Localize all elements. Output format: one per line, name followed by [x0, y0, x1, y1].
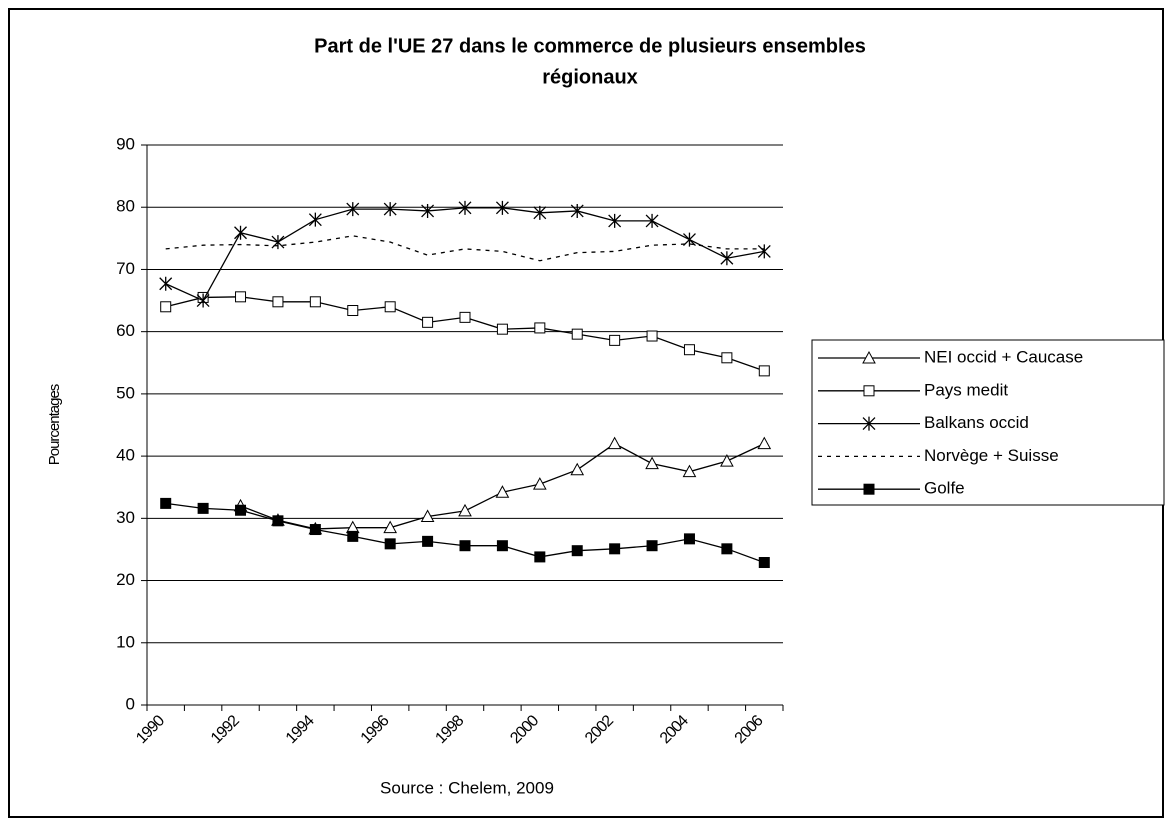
marker	[347, 530, 359, 542]
marker	[608, 213, 622, 228]
marker	[384, 538, 396, 550]
marker	[646, 540, 658, 552]
marker	[308, 212, 322, 227]
legend-label: Balkans occid	[924, 413, 1029, 432]
y-tick-label: 80	[116, 197, 135, 216]
marker	[383, 520, 398, 534]
marker	[420, 509, 435, 522]
marker	[721, 352, 733, 364]
marker	[235, 291, 247, 303]
marker	[272, 515, 284, 527]
marker	[720, 251, 734, 266]
marker	[532, 477, 547, 490]
legend-label: Norvège + Suisse	[924, 446, 1059, 465]
y-tick-label: 90	[116, 134, 135, 153]
marker	[758, 557, 770, 569]
marker	[422, 316, 434, 328]
y-tick-label: 10	[116, 632, 135, 651]
marker	[196, 293, 210, 308]
marker	[459, 540, 471, 552]
marker	[309, 296, 321, 308]
marker	[571, 328, 583, 340]
marker	[159, 276, 173, 291]
marker	[384, 301, 396, 313]
marker	[347, 305, 359, 317]
marker	[570, 462, 585, 476]
marker	[459, 311, 471, 323]
marker	[863, 385, 875, 397]
marker	[383, 202, 397, 217]
marker	[458, 503, 472, 517]
marker	[346, 202, 360, 217]
marker	[862, 350, 876, 364]
marker	[757, 244, 771, 259]
marker	[682, 464, 697, 478]
source: Source : Chelem, 2009	[380, 778, 554, 797]
marker	[160, 301, 172, 313]
marker	[683, 344, 695, 356]
marker	[496, 540, 508, 552]
marker	[609, 543, 621, 555]
marker	[862, 416, 876, 431]
marker	[720, 454, 734, 467]
marker	[607, 436, 622, 450]
marker	[683, 533, 695, 545]
y-tick-label: 20	[116, 570, 135, 589]
legend-label: NEI occid + Caucase	[924, 347, 1083, 366]
marker	[571, 545, 583, 557]
marker	[309, 524, 321, 536]
y-tick-label: 40	[116, 446, 135, 465]
chart-title: Part de l'UE 27 dans le commerce de plus…	[314, 35, 866, 57]
marker	[495, 485, 510, 498]
marker	[197, 502, 209, 514]
marker	[496, 323, 508, 335]
legend-label: Golfe	[924, 479, 965, 498]
marker	[533, 205, 547, 220]
marker	[721, 543, 733, 555]
marker	[234, 225, 247, 240]
marker	[683, 232, 696, 247]
series-line	[165, 235, 765, 262]
marker	[757, 436, 772, 450]
marker	[160, 497, 172, 509]
marker	[495, 200, 509, 215]
marker	[421, 203, 435, 218]
legend-label: Pays medit	[924, 380, 1008, 399]
y-tick-label: 70	[116, 259, 135, 278]
marker	[534, 551, 546, 563]
y-tick-label: 0	[126, 694, 135, 713]
chart-title: régionaux	[542, 66, 638, 88]
y-tick-label: 50	[116, 383, 135, 402]
marker	[570, 203, 584, 218]
y-axis-label: Pourcentages	[46, 384, 63, 465]
marker	[534, 322, 546, 334]
marker	[458, 200, 472, 215]
marker	[609, 334, 621, 346]
marker	[646, 330, 658, 342]
marker	[272, 296, 284, 308]
y-tick-label: 30	[116, 508, 135, 527]
marker	[645, 213, 659, 228]
marker	[645, 456, 659, 470]
y-tick-label: 60	[116, 321, 135, 340]
marker	[422, 535, 434, 547]
marker	[758, 365, 770, 377]
marker	[235, 504, 247, 516]
marker	[863, 483, 875, 495]
